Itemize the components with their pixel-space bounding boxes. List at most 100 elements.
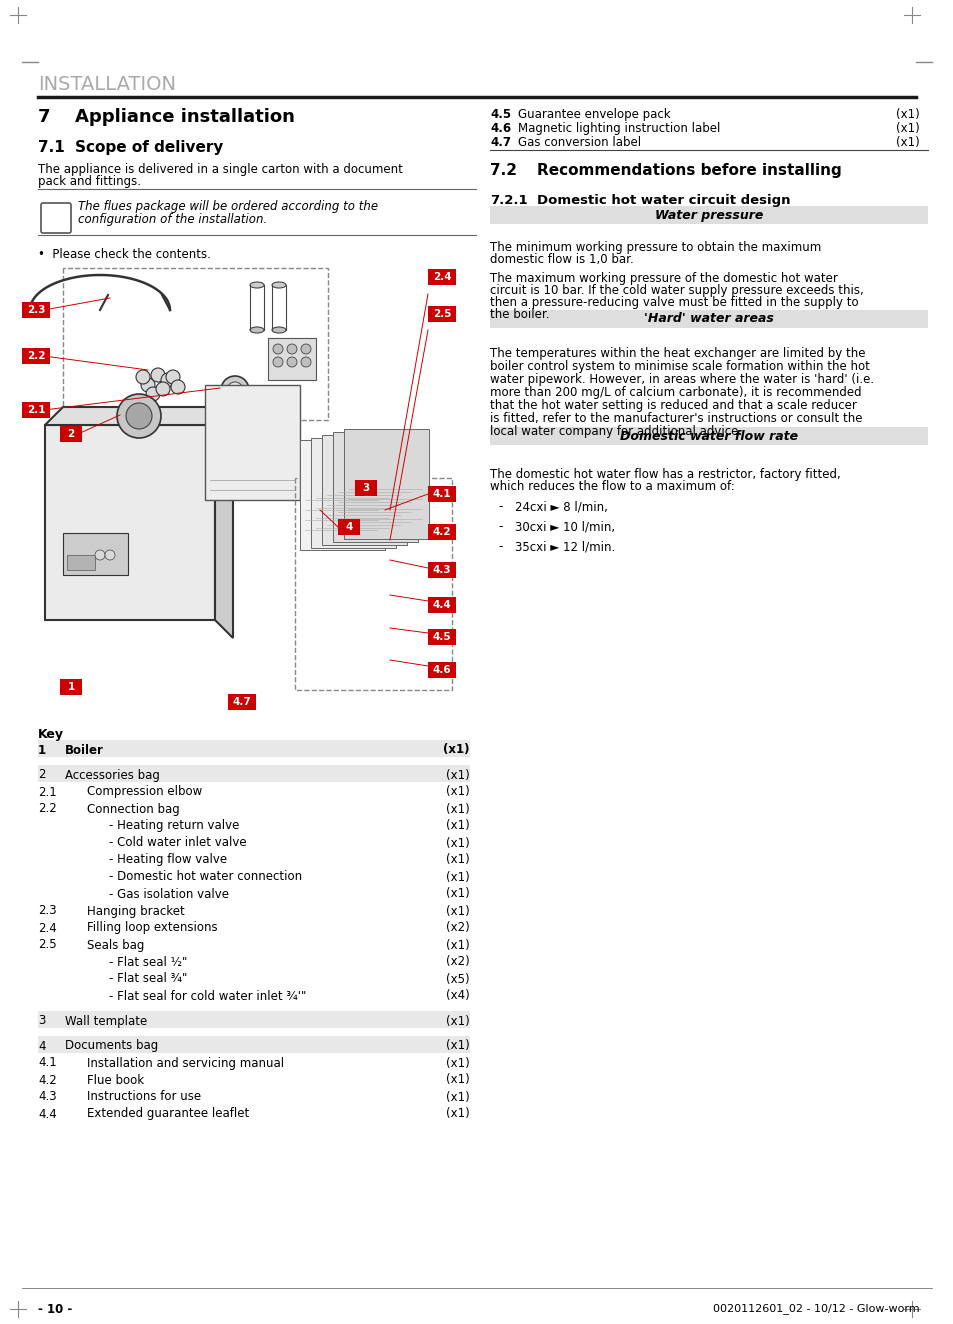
Text: 4.4: 4.4	[433, 600, 451, 610]
Text: 4: 4	[345, 522, 353, 532]
Text: 4: 4	[38, 1039, 46, 1053]
Text: 4.6: 4.6	[490, 122, 511, 135]
Text: Scope of delivery: Scope of delivery	[75, 140, 223, 155]
Text: 4.2: 4.2	[433, 527, 451, 538]
Bar	[428, 561, 456, 579]
Text: 4.3: 4.3	[38, 1091, 56, 1103]
Text: i: i	[53, 205, 58, 221]
Text: (x1): (x1)	[446, 854, 470, 866]
Text: Instructions for use: Instructions for use	[87, 1091, 201, 1103]
Bar	[428, 597, 456, 613]
Text: Extended guarantee leaflet: Extended guarantee leaflet	[87, 1107, 249, 1120]
Text: 4.2: 4.2	[38, 1074, 56, 1087]
Text: The minimum working pressure to obtain the maximum: The minimum working pressure to obtain t…	[490, 241, 821, 254]
Text: (x1): (x1)	[446, 785, 470, 798]
Text: boiler control system to minimise scale formation within the hot: boiler control system to minimise scale …	[490, 360, 869, 373]
Text: -: -	[497, 540, 502, 553]
Text: 4.1: 4.1	[38, 1057, 56, 1070]
Text: 2: 2	[68, 429, 74, 440]
Bar	[60, 679, 82, 695]
Text: Filling loop extensions: Filling loop extensions	[87, 922, 217, 935]
Text: The domestic hot water flow has a restrictor, factory fitted,: The domestic hot water flow has a restri…	[490, 467, 840, 481]
Bar	[38, 765, 470, 782]
Text: 4.5: 4.5	[433, 632, 451, 642]
Text: - Flat seal for cold water inlet ¾'": - Flat seal for cold water inlet ¾'"	[109, 989, 306, 1002]
Text: 4.1: 4.1	[433, 489, 451, 499]
Text: then a pressure-reducing valve must be fitted in the supply to: then a pressure-reducing valve must be f…	[490, 297, 858, 308]
Polygon shape	[214, 425, 233, 638]
Text: Seals bag: Seals bag	[87, 939, 144, 952]
Circle shape	[161, 373, 174, 387]
Text: Domestic hot water circuit design: Domestic hot water circuit design	[537, 195, 790, 207]
Text: Hanging bracket: Hanging bracket	[87, 904, 185, 918]
Text: (x1): (x1)	[446, 870, 470, 883]
Text: Key: Key	[38, 728, 64, 741]
Text: Gas conversion label: Gas conversion label	[517, 136, 640, 150]
Text: 7.2.1: 7.2.1	[490, 195, 527, 207]
Circle shape	[273, 344, 283, 354]
Bar	[337, 519, 359, 535]
Text: 35cxi ► 12 l/min.: 35cxi ► 12 l/min.	[515, 540, 615, 553]
Bar	[38, 740, 470, 757]
Text: circuit is 10 bar. If the cold water supply pressure exceeds this,: circuit is 10 bar. If the cold water sup…	[490, 285, 862, 297]
Circle shape	[136, 369, 150, 384]
Ellipse shape	[272, 327, 286, 334]
Polygon shape	[45, 425, 214, 620]
Text: Boiler: Boiler	[65, 744, 104, 756]
Text: which reduces the flow to a maximum of:: which reduces the flow to a maximum of:	[490, 481, 734, 493]
Bar	[205, 385, 299, 500]
Polygon shape	[45, 406, 233, 425]
Text: Water pressure: Water pressure	[654, 208, 762, 221]
Text: - Heating flow valve: - Heating flow valve	[109, 854, 227, 866]
Text: Compression elbow: Compression elbow	[87, 785, 202, 798]
Circle shape	[117, 395, 161, 438]
Text: Flue book: Flue book	[87, 1074, 144, 1087]
Bar	[333, 432, 417, 542]
Text: 7.2: 7.2	[490, 163, 517, 177]
Circle shape	[287, 344, 296, 354]
Text: 4.7: 4.7	[490, 136, 511, 150]
Text: 2.1: 2.1	[27, 405, 46, 414]
Text: domestic flow is 1,0 bar.: domestic flow is 1,0 bar.	[490, 253, 633, 266]
Text: 2.3: 2.3	[27, 305, 46, 315]
Text: 3: 3	[362, 483, 369, 493]
Text: •  Please check the contents.: • Please check the contents.	[38, 248, 211, 261]
Circle shape	[105, 549, 115, 560]
Ellipse shape	[272, 282, 286, 289]
Text: (x2): (x2)	[446, 956, 470, 968]
Text: -: -	[497, 520, 502, 534]
Bar	[428, 486, 456, 502]
Text: 4.6: 4.6	[433, 665, 451, 675]
Bar	[22, 402, 51, 418]
Bar	[60, 426, 82, 442]
Text: - Cold water inlet valve: - Cold water inlet valve	[109, 837, 247, 850]
Bar	[490, 428, 927, 445]
Text: Installation and servicing manual: Installation and servicing manual	[87, 1057, 284, 1070]
Text: 2.5: 2.5	[433, 308, 451, 319]
Text: (x1): (x1)	[895, 136, 919, 150]
Bar	[490, 207, 927, 224]
Text: 1: 1	[38, 744, 46, 756]
Text: (x4): (x4)	[446, 989, 470, 1002]
Bar	[268, 338, 315, 380]
Text: (x1): (x1)	[446, 1091, 470, 1103]
Text: (x1): (x1)	[446, 939, 470, 952]
Bar	[67, 555, 95, 571]
Ellipse shape	[250, 327, 264, 334]
Text: -: -	[497, 500, 502, 512]
Bar	[299, 440, 385, 549]
Text: - Domestic hot water connection: - Domestic hot water connection	[109, 870, 302, 883]
Text: is fitted, refer to the manufacturer's instructions or consult the: is fitted, refer to the manufacturer's i…	[490, 412, 862, 425]
Text: (x1): (x1)	[446, 887, 470, 900]
Bar	[38, 1012, 470, 1027]
Text: 2.2: 2.2	[38, 802, 56, 816]
Text: (x1): (x1)	[446, 820, 470, 833]
Text: pack and fittings.: pack and fittings.	[38, 175, 141, 188]
Text: (x1): (x1)	[446, 1057, 470, 1070]
Circle shape	[156, 383, 170, 396]
Bar	[38, 1035, 470, 1053]
Text: more than 200 mg/L of calcium carbonate), it is recommended: more than 200 mg/L of calcium carbonate)…	[490, 387, 861, 399]
Circle shape	[301, 344, 311, 354]
Text: the boiler.: the boiler.	[490, 308, 549, 320]
Text: (x1): (x1)	[446, 768, 470, 781]
